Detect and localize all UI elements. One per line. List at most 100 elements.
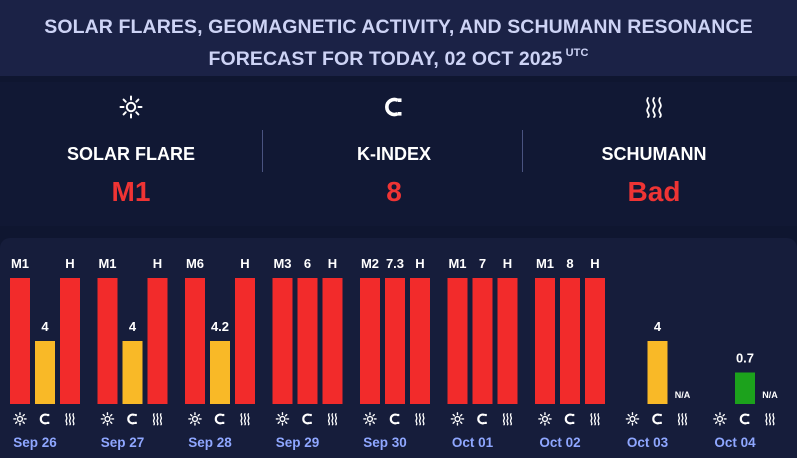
waves-icon [152, 413, 163, 426]
bar-value-label: H [415, 256, 424, 271]
bar-value-label: 4 [41, 319, 49, 334]
sun-icon [119, 95, 143, 119]
bar-value-label: 6 [304, 256, 311, 271]
page-title: SOLAR FLARES, GEOMAGNETIC ACTIVITY, AND … [0, 14, 797, 40]
title-line-2: FORECAST FOR TODAY, 02 OCT 2025 [208, 48, 563, 70]
bar-value-label: H [153, 256, 162, 271]
schumann-summary: SCHUMANN Bad [523, 82, 785, 226]
bar-na-label: N/A [762, 390, 778, 400]
bar-value-label: H [590, 256, 599, 271]
bar-value-label: 0.7 [736, 351, 754, 366]
k-index-label: K-INDEX [356, 144, 431, 164]
magnet-icon [389, 413, 400, 425]
date-label: Sep 30 [363, 435, 407, 450]
solar-flare-label: SOLAR FLARE [67, 144, 195, 164]
chart-bar [360, 278, 380, 404]
bar-value-label: 7 [479, 256, 486, 271]
chart-bar [560, 278, 580, 404]
title-line-1: SOLAR FLARES, GEOMAGNETIC ACTIVITY, AND … [44, 16, 753, 38]
waves-icon [590, 413, 600, 426]
chart-bar [385, 278, 405, 404]
sun-icon [188, 412, 202, 426]
date-label: Oct 02 [539, 435, 580, 450]
date-label: Oct 04 [714, 435, 756, 450]
chart-bar [322, 278, 343, 404]
waves-icon [677, 413, 688, 426]
bar-value-label: 8 [566, 256, 573, 271]
bar-value-label: H [65, 256, 74, 271]
date-label: Sep 29 [276, 435, 320, 450]
magnet-icon [652, 413, 662, 425]
waves-icon [65, 413, 75, 426]
sun-icon [450, 412, 465, 426]
chart-bar [235, 278, 255, 404]
bar-value-label: M1 [98, 256, 116, 271]
waves-icon [327, 413, 338, 426]
date-label: Oct 01 [452, 435, 494, 450]
summary-panel: SOLAR FLARE M1 K-INDEX 8 SCHUMANN Bad [0, 82, 797, 226]
chart-bar [535, 278, 555, 404]
date-label: Oct 03 [627, 435, 669, 450]
k-index-value: 8 [386, 176, 402, 207]
solar-flare-summary: SOLAR FLARE M1 [0, 82, 262, 226]
bar-value-label: H [240, 256, 249, 271]
sun-icon [625, 412, 640, 426]
magnet-icon [39, 413, 50, 425]
page-subtitle: FORECAST FOR TODAY, 02 OCT 2025 UTC [0, 40, 797, 72]
waves-icon [765, 413, 775, 426]
bar-value-label: M1 [536, 256, 554, 271]
bar-value-label: 4 [654, 319, 662, 334]
timezone-label: UTC [565, 47, 589, 59]
schumann-value: Bad [627, 176, 681, 207]
magnet-icon [385, 97, 402, 117]
chart-bar [410, 278, 430, 404]
magnet-icon [564, 413, 575, 425]
waves-icon [415, 413, 425, 426]
bar-value-label: 4 [129, 319, 137, 334]
chart-bar [60, 278, 80, 404]
magnet-icon [214, 413, 225, 425]
summary-divider [262, 130, 263, 172]
chart-bar [35, 341, 55, 404]
date-label: Sep 26 [13, 435, 57, 450]
bar-value-label: M2 [361, 256, 379, 271]
chart-bar [147, 278, 168, 404]
chart-bar [185, 278, 205, 404]
magnet-icon [739, 413, 750, 425]
sun-icon [100, 412, 115, 426]
bar-value-label: M3 [273, 256, 291, 271]
sun-icon [275, 412, 290, 426]
magnet-icon [302, 413, 312, 425]
magnet-icon [127, 413, 137, 425]
chart-bar [647, 341, 668, 404]
bar-value-label: M6 [186, 256, 204, 271]
waves-icon [502, 413, 513, 426]
waves-icon [646, 97, 662, 118]
sun-icon [538, 412, 552, 426]
bar-na-label: N/A [675, 390, 691, 400]
date-label: Sep 28 [188, 435, 232, 450]
chart-bar [472, 278, 493, 404]
bar-value-label: H [503, 256, 512, 271]
magnet-icon [477, 413, 487, 425]
forecast-chart: M1 4 H Sep 26 M1 4 H Sep 27 M6 4.2 H Sep 28 M3 6 H Sep … [10, 256, 778, 450]
k-index-summary: K-INDEX 8 [263, 82, 525, 226]
date-label: Sep 27 [101, 435, 145, 450]
chart-bar [10, 278, 30, 404]
forecast-chart-panel: M1 4 H Sep 26 M1 4 H Sep 27 M6 4.2 H Sep 28 M3 6 H Sep … [0, 238, 797, 458]
bar-value-label: 7.3 [386, 256, 404, 271]
sun-icon [13, 412, 27, 426]
bar-value-label: 4.2 [211, 319, 229, 334]
chart-bar [497, 278, 518, 404]
chart-bar [122, 341, 143, 404]
chart-bar [272, 278, 293, 404]
bar-value-label: H [328, 256, 337, 271]
chart-bar [97, 278, 118, 404]
summary-divider [522, 130, 523, 172]
page-header: SOLAR FLARES, GEOMAGNETIC ACTIVITY, AND … [0, 0, 797, 76]
solar-flare-value: M1 [111, 176, 151, 207]
chart-bar [447, 278, 468, 404]
bar-value-label: M1 [448, 256, 466, 271]
chart-bar [585, 278, 605, 404]
chart-bar [297, 278, 318, 404]
